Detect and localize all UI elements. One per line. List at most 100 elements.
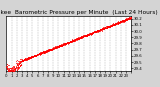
Point <box>95 30 97 32</box>
Point <box>114 23 117 24</box>
Point <box>106 25 109 27</box>
Point <box>40 52 43 54</box>
Point <box>124 20 127 21</box>
Point <box>112 23 115 24</box>
Point <box>28 58 31 59</box>
Point <box>94 31 97 33</box>
Point <box>25 58 28 59</box>
Point <box>107 26 109 27</box>
Point <box>61 44 63 46</box>
Point <box>24 59 27 60</box>
Point <box>74 39 76 41</box>
Point <box>57 45 60 46</box>
Point <box>93 31 96 33</box>
Point <box>79 36 82 37</box>
Point <box>7 70 9 72</box>
Point <box>115 23 118 24</box>
Point <box>12 70 15 72</box>
Point <box>107 26 110 27</box>
Point <box>98 29 101 30</box>
Point <box>26 58 29 60</box>
Point <box>112 24 115 25</box>
Point <box>16 64 18 65</box>
Point <box>64 42 67 44</box>
Point <box>102 27 105 29</box>
Point <box>92 31 95 33</box>
Point <box>74 38 77 40</box>
Point <box>124 18 127 20</box>
Point <box>116 22 119 24</box>
Point <box>22 59 24 60</box>
Point <box>111 24 113 25</box>
Point <box>38 52 40 54</box>
Point <box>5 67 8 69</box>
Point <box>102 28 104 29</box>
Point <box>117 23 119 24</box>
Point <box>17 67 19 68</box>
Point <box>72 40 74 41</box>
Point <box>88 33 91 34</box>
Point <box>12 70 15 72</box>
Point <box>123 19 126 21</box>
Point <box>64 42 67 44</box>
Point <box>94 31 96 33</box>
Point <box>102 28 104 29</box>
Point <box>45 50 48 52</box>
Point <box>16 60 19 61</box>
Point <box>52 47 55 48</box>
Point <box>62 44 64 45</box>
Point <box>123 20 125 22</box>
Point <box>125 19 128 20</box>
Point <box>11 69 14 70</box>
Point <box>125 19 128 20</box>
Point <box>121 21 123 22</box>
Point <box>15 63 18 64</box>
Point <box>126 19 129 20</box>
Point <box>60 44 62 45</box>
Point <box>100 29 102 30</box>
Point <box>91 33 94 35</box>
Point <box>55 47 58 48</box>
Point <box>109 25 112 26</box>
Point <box>87 34 89 36</box>
Point <box>24 59 27 61</box>
Point <box>110 24 112 25</box>
Point <box>31 56 33 58</box>
Point <box>71 41 73 42</box>
Point <box>17 67 20 68</box>
Point <box>117 22 119 23</box>
Point <box>54 46 56 48</box>
Point <box>32 55 35 56</box>
Point <box>48 49 50 50</box>
Point <box>21 59 23 60</box>
Point <box>96 30 98 32</box>
Point <box>13 72 16 73</box>
Point <box>75 38 78 40</box>
Point <box>107 26 109 27</box>
Point <box>34 55 37 56</box>
Point <box>80 36 83 38</box>
Point <box>60 45 63 46</box>
Point <box>116 22 119 23</box>
Point <box>68 41 71 43</box>
Point <box>41 51 44 52</box>
Point <box>91 33 94 34</box>
Point <box>38 53 40 54</box>
Point <box>93 31 96 32</box>
Point <box>99 28 102 29</box>
Point <box>15 67 17 68</box>
Point <box>117 22 120 23</box>
Point <box>59 45 62 46</box>
Point <box>45 50 47 52</box>
Point <box>23 59 26 60</box>
Point <box>76 38 78 39</box>
Point <box>76 38 79 40</box>
Point <box>127 18 130 19</box>
Point <box>87 33 90 34</box>
Point <box>50 49 52 50</box>
Point <box>51 48 54 50</box>
Point <box>107 26 109 27</box>
Point <box>83 35 86 37</box>
Point <box>94 30 96 31</box>
Point <box>110 25 113 26</box>
